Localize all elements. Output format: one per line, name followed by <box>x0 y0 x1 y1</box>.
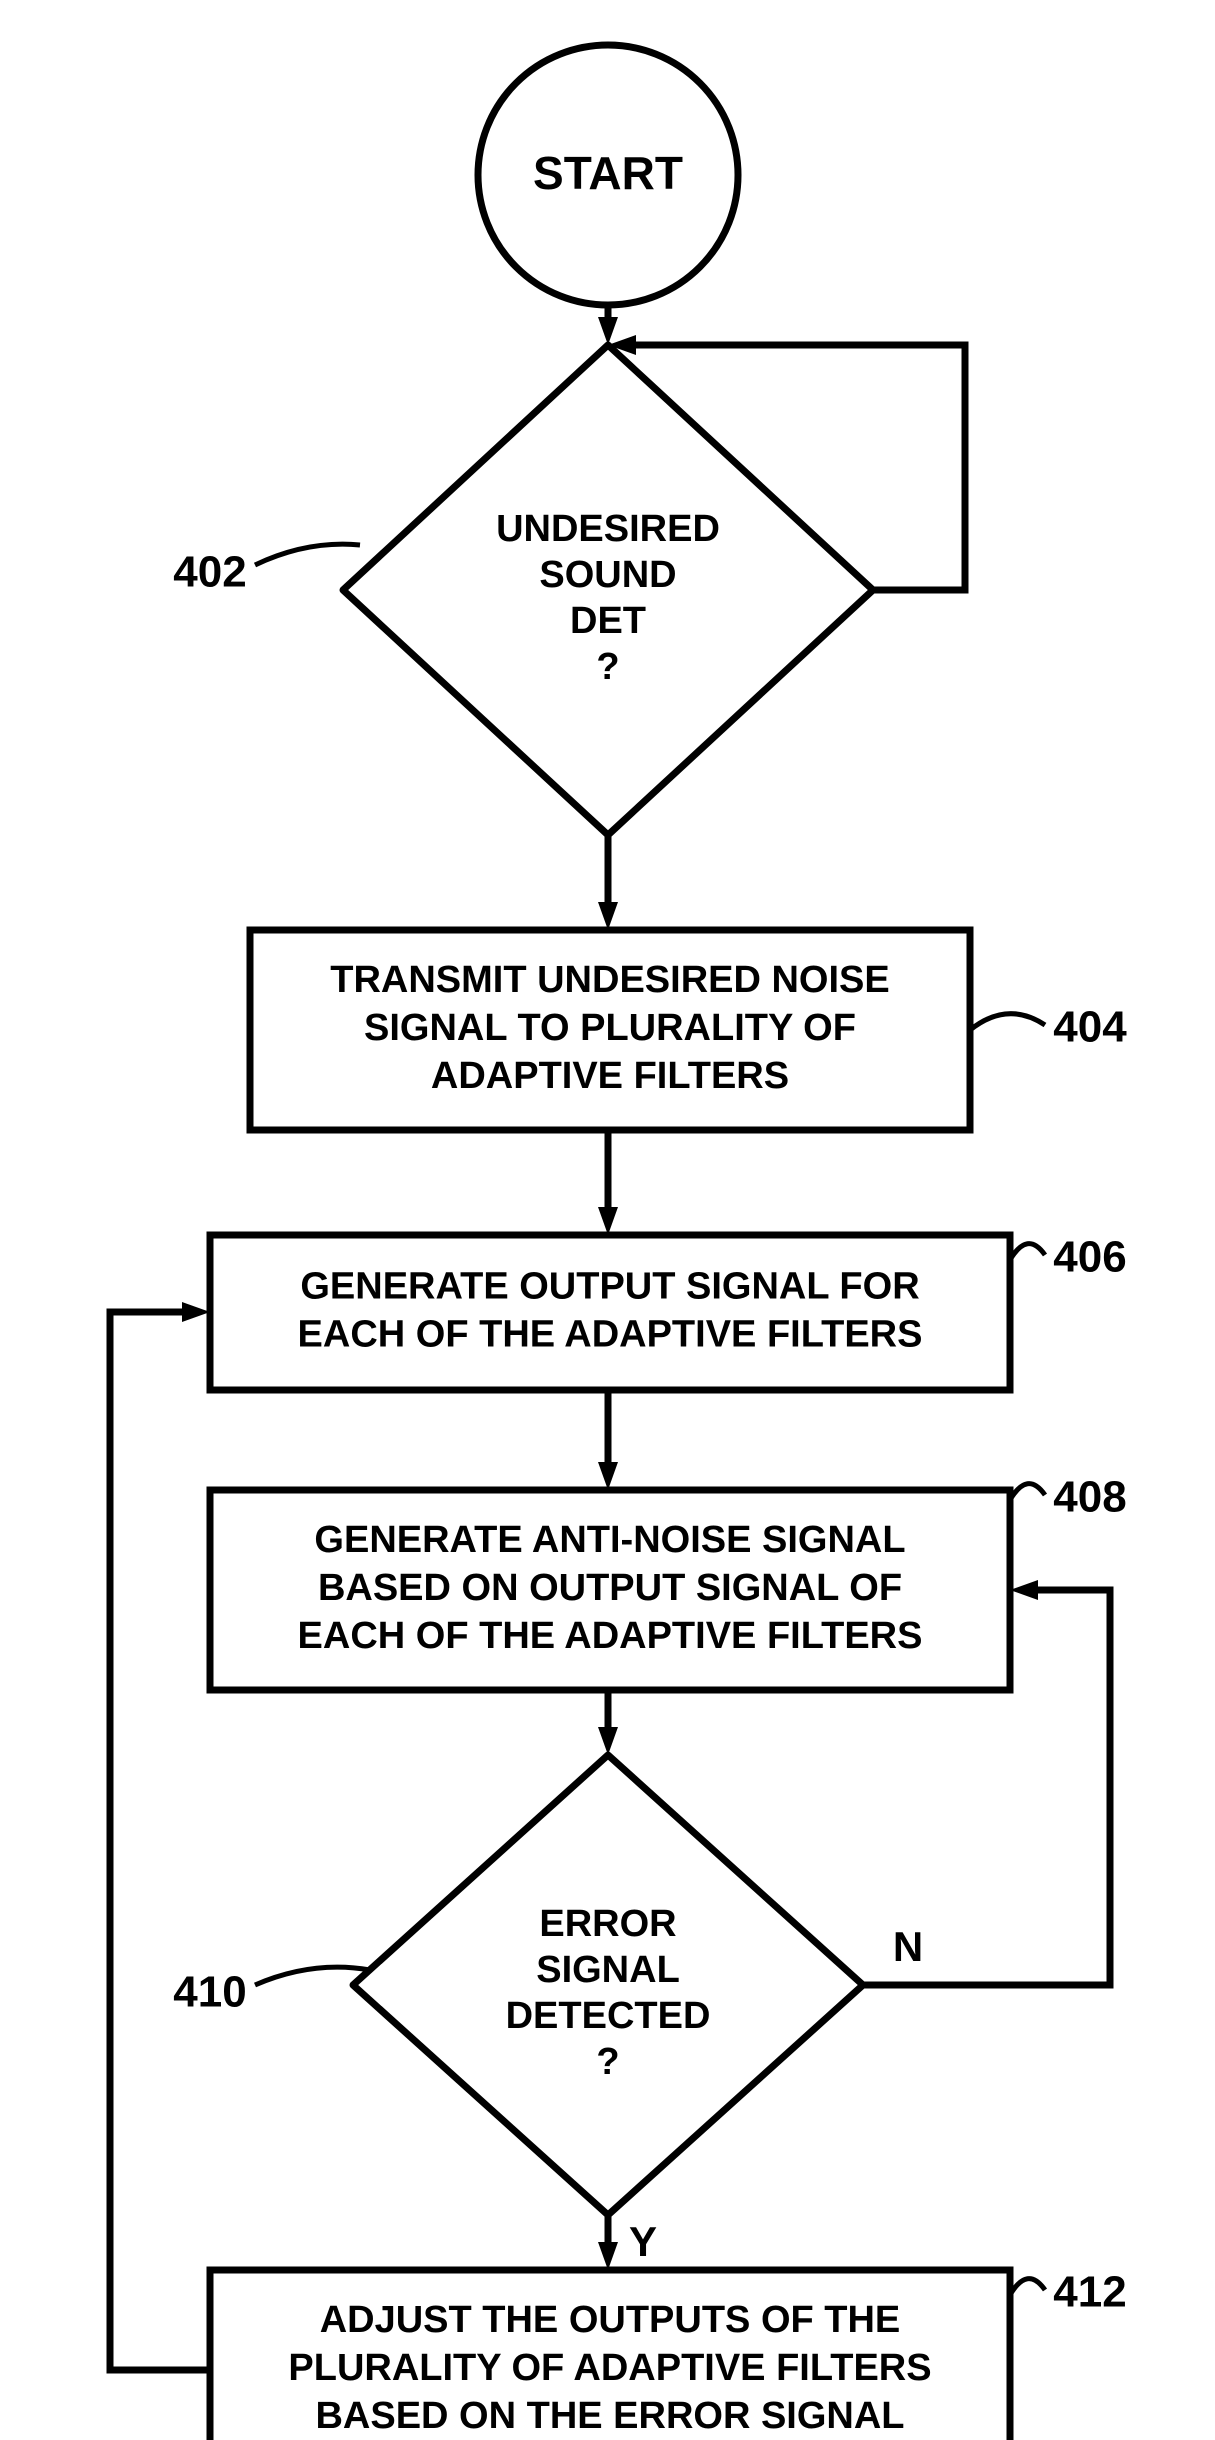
svg-text:UNDESIRED: UNDESIRED <box>496 508 720 550</box>
svg-text:START: START <box>533 147 683 199</box>
svg-text:EACH OF THE ADAPTIVE FILTERS: EACH OF THE ADAPTIVE FILTERS <box>298 1314 923 1356</box>
svg-text:GENERATE ANTI-NOISE SIGNAL: GENERATE ANTI-NOISE SIGNAL <box>314 1519 905 1561</box>
svg-text:408: 408 <box>1053 1473 1126 1522</box>
svg-text:BASED ON OUTPUT SIGNAL OF: BASED ON OUTPUT SIGNAL OF <box>318 1567 902 1609</box>
svg-text:SIGNAL TO PLURALITY OF: SIGNAL TO PLURALITY OF <box>364 1007 856 1049</box>
svg-text:EACH OF THE ADAPTIVE FILTERS: EACH OF THE ADAPTIVE FILTERS <box>298 1615 923 1657</box>
svg-text:TRANSMIT UNDESIRED NOISE: TRANSMIT UNDESIRED NOISE <box>330 959 889 1001</box>
svg-text:ADJUST THE OUTPUTS OF THE: ADJUST THE OUTPUTS OF THE <box>320 2299 901 2341</box>
svg-text:SOUND: SOUND <box>539 554 676 596</box>
svg-text:N: N <box>893 1923 923 1970</box>
svg-text:PLURALITY OF ADAPTIVE FILTERS: PLURALITY OF ADAPTIVE FILTERS <box>288 2347 931 2389</box>
flowchart-canvas: START UNDESIREDSOUNDDET? TRANSMIT UNDESIRE… <box>0 0 1215 2440</box>
svg-text:Y: Y <box>629 2218 657 2265</box>
svg-text:?: ? <box>596 646 619 688</box>
svg-text:ADAPTIVE FILTERS: ADAPTIVE FILTERS <box>431 1055 789 1097</box>
svg-text:404: 404 <box>1053 1003 1127 1052</box>
svg-text:412: 412 <box>1053 2268 1126 2317</box>
svg-text:DET: DET <box>570 600 646 642</box>
svg-text:402: 402 <box>173 548 246 597</box>
svg-text:DETECTED: DETECTED <box>506 1995 711 2037</box>
svg-text:BASED ON THE ERROR SIGNAL: BASED ON THE ERROR SIGNAL <box>315 2395 904 2437</box>
svg-text:?: ? <box>596 2041 619 2083</box>
svg-text:ERROR: ERROR <box>539 1903 676 1945</box>
svg-text:SIGNAL: SIGNAL <box>536 1949 680 1991</box>
svg-text:410: 410 <box>173 1968 246 2017</box>
svg-text:406: 406 <box>1053 1233 1126 1282</box>
svg-text:GENERATE OUTPUT SIGNAL FOR: GENERATE OUTPUT SIGNAL FOR <box>300 1266 919 1308</box>
